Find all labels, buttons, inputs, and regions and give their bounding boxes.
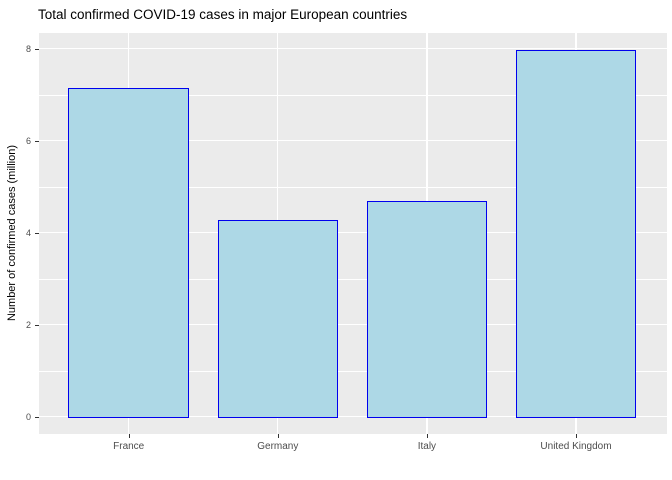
y-tick-mark-2 bbox=[35, 324, 39, 326]
x-tick-mark-2 bbox=[426, 434, 428, 438]
x-tick-label-0: France bbox=[113, 441, 145, 452]
y-tick-label-8: 8 bbox=[25, 43, 31, 54]
gridline-major-y-0 bbox=[39, 415, 667, 418]
plot-panel bbox=[39, 33, 667, 434]
bar-france bbox=[68, 88, 189, 418]
x-tick-mark-0 bbox=[128, 434, 130, 438]
x-tick-label-2: Italy bbox=[417, 441, 437, 452]
y-tick-label-0: 0 bbox=[25, 411, 31, 422]
chart-title: Total confirmed COVID-19 cases in major … bbox=[38, 7, 408, 22]
bar-united-kingdom bbox=[515, 50, 637, 418]
gridline-minor-y-5 bbox=[39, 186, 667, 188]
y-tick-mark-8 bbox=[35, 48, 39, 50]
x-tick-mark-3 bbox=[576, 434, 577, 438]
y-tick-label-2: 2 bbox=[25, 319, 31, 330]
y-tick-mark-0 bbox=[35, 416, 39, 418]
gridline-minor-y-3 bbox=[39, 278, 667, 280]
gridline-minor-y-7 bbox=[39, 94, 667, 96]
gridline-minor-y-1 bbox=[39, 370, 667, 372]
y-tick-label-4: 4 bbox=[25, 227, 31, 238]
y-tick-mark-6 bbox=[35, 140, 39, 142]
gridline-major-y-4 bbox=[39, 231, 667, 234]
y-tick-label-6: 6 bbox=[25, 135, 31, 146]
x-tick-mark-1 bbox=[277, 434, 279, 438]
gridline-major-y-2 bbox=[39, 323, 667, 326]
gridline-major-y-8 bbox=[39, 47, 667, 50]
x-tick-label-3: United Kingdom bbox=[540, 441, 612, 452]
x-tick-label-1: Germany bbox=[257, 441, 299, 452]
bar-italy bbox=[366, 201, 488, 418]
gridline-major-y-6 bbox=[39, 139, 667, 142]
bar-germany bbox=[217, 219, 339, 418]
y-tick-mark-4 bbox=[35, 232, 39, 234]
